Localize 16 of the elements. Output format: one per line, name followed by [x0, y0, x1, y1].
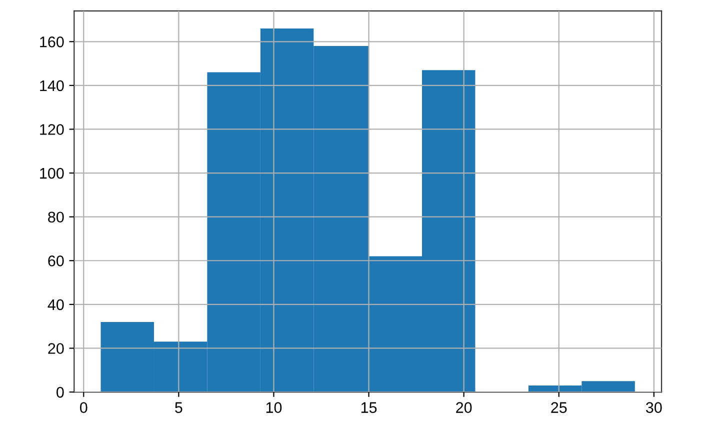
y-tick-label: 40 [48, 299, 64, 310]
x-tick-label: 0 [80, 402, 88, 413]
x-tick-label: 25 [551, 402, 567, 413]
y-tick-label: 60 [48, 255, 64, 266]
x-tick-label: 15 [361, 402, 377, 413]
y-tick-label: 120 [40, 124, 64, 135]
x-tick-label: 20 [456, 402, 472, 413]
x-tick-label: 5 [175, 402, 182, 413]
x-tick-label: 10 [266, 402, 282, 413]
y-tick-label: 80 [48, 212, 64, 223]
y-tick-label: 140 [40, 80, 64, 92]
y-tick-label: 100 [40, 168, 64, 179]
y-tick-label: 0 [56, 386, 64, 398]
y-tick-label: 160 [40, 36, 64, 48]
x-tick-label: 30 [646, 402, 662, 413]
y-tick-label: 20 [48, 343, 64, 354]
